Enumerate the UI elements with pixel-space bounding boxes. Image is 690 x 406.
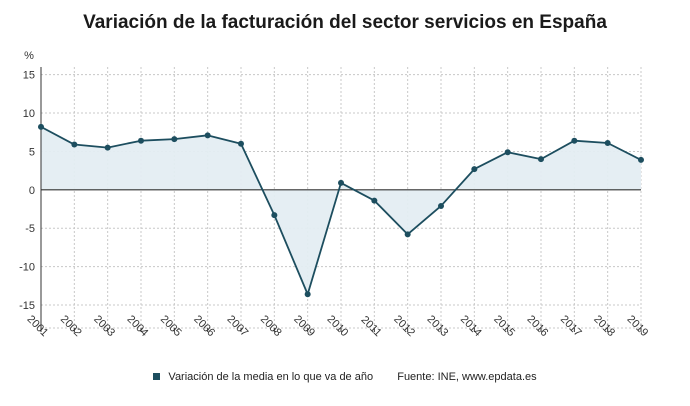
x-tick-label: 2014 xyxy=(458,313,484,339)
data-point xyxy=(538,156,544,162)
data-point xyxy=(138,138,144,144)
y-tick-label: -5 xyxy=(25,223,35,235)
data-point xyxy=(271,212,277,218)
x-tick-label: 2004 xyxy=(125,313,151,339)
y-tick-label: 15 xyxy=(23,70,35,82)
legend-swatch xyxy=(153,373,160,380)
y-tick-label: 10 xyxy=(23,108,35,120)
source-note: Fuente: INE, www.epdata.es xyxy=(397,371,536,383)
data-point xyxy=(371,198,377,204)
x-tick-label: 2010 xyxy=(325,313,351,339)
y-axis-unit: % xyxy=(24,50,34,62)
x-tick-label: 2012 xyxy=(391,313,417,339)
x-tick-label: 2009 xyxy=(291,313,317,339)
x-tick-label: 2007 xyxy=(225,313,251,339)
y-tick-label: -15 xyxy=(19,300,35,312)
x-tick-label: 2013 xyxy=(425,313,451,339)
x-tick-label: 2019 xyxy=(625,313,651,339)
data-point xyxy=(71,142,77,148)
legend-series-label: Variación de la media en lo que va de añ… xyxy=(168,371,373,383)
y-tick-label: 0 xyxy=(29,185,35,197)
data-point xyxy=(205,132,211,138)
x-tick-label: 2017 xyxy=(558,313,584,339)
legend: Variación de la media en lo que va de añ… xyxy=(0,371,690,383)
data-point xyxy=(171,136,177,142)
data-point xyxy=(638,157,644,163)
data-point xyxy=(505,149,511,155)
data-point xyxy=(105,145,111,151)
y-tick-label: 5 xyxy=(29,146,35,158)
data-point xyxy=(38,124,44,130)
gridlines xyxy=(41,67,641,328)
data-point xyxy=(405,231,411,237)
data-point xyxy=(238,141,244,147)
data-point xyxy=(305,291,311,297)
x-tick-label: 2016 xyxy=(525,313,551,339)
x-tick-label: 2018 xyxy=(591,313,617,339)
y-tick-label: -10 xyxy=(19,262,35,274)
x-tick-label: 2002 xyxy=(58,313,84,339)
data-point xyxy=(571,138,577,144)
data-point xyxy=(605,140,611,146)
x-tick-label: 2005 xyxy=(158,313,184,339)
data-point xyxy=(438,203,444,209)
x-tick-label: 2011 xyxy=(358,314,383,339)
data-point xyxy=(338,180,344,186)
x-tick-label: 2008 xyxy=(258,313,284,339)
x-tick-label: 2015 xyxy=(491,313,517,339)
x-tick-label: 2003 xyxy=(91,313,117,339)
x-tick-label: 2006 xyxy=(191,313,217,339)
x-tick-label: 2001 xyxy=(25,313,51,339)
data-point xyxy=(471,166,477,172)
